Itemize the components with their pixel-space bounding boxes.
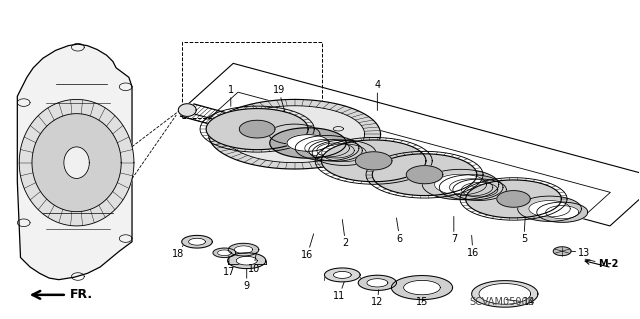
Text: 12: 12 bbox=[371, 290, 383, 308]
Polygon shape bbox=[189, 238, 205, 245]
Polygon shape bbox=[295, 136, 359, 161]
Polygon shape bbox=[270, 128, 346, 158]
Polygon shape bbox=[404, 280, 440, 295]
Text: SCVAM0500B: SCVAM0500B bbox=[469, 297, 534, 308]
Polygon shape bbox=[324, 268, 360, 282]
Polygon shape bbox=[218, 250, 231, 256]
Polygon shape bbox=[479, 284, 531, 304]
Polygon shape bbox=[225, 106, 365, 163]
Polygon shape bbox=[367, 279, 388, 287]
Polygon shape bbox=[439, 175, 503, 200]
Bar bbox=[182, 42, 322, 118]
Text: M-2: M-2 bbox=[585, 259, 618, 270]
Text: 6: 6 bbox=[396, 218, 403, 243]
Polygon shape bbox=[372, 154, 477, 196]
Text: 1: 1 bbox=[228, 85, 234, 106]
Polygon shape bbox=[321, 140, 426, 182]
Polygon shape bbox=[461, 182, 498, 197]
Polygon shape bbox=[213, 248, 236, 257]
Polygon shape bbox=[449, 179, 493, 196]
Polygon shape bbox=[358, 275, 396, 290]
Text: 15: 15 bbox=[416, 297, 428, 308]
Polygon shape bbox=[466, 180, 561, 218]
Polygon shape bbox=[32, 114, 121, 212]
Text: 2: 2 bbox=[342, 219, 349, 248]
Polygon shape bbox=[406, 166, 443, 184]
Polygon shape bbox=[64, 147, 90, 178]
Polygon shape bbox=[472, 281, 538, 307]
Polygon shape bbox=[287, 135, 329, 151]
Text: 13: 13 bbox=[572, 248, 591, 258]
Polygon shape bbox=[19, 100, 134, 226]
Polygon shape bbox=[392, 276, 452, 300]
Polygon shape bbox=[435, 174, 486, 195]
Polygon shape bbox=[546, 206, 579, 219]
Polygon shape bbox=[355, 152, 392, 170]
Polygon shape bbox=[17, 44, 132, 280]
Polygon shape bbox=[453, 179, 506, 200]
Polygon shape bbox=[234, 246, 253, 253]
Polygon shape bbox=[308, 140, 362, 161]
Text: 5: 5 bbox=[521, 217, 527, 244]
Polygon shape bbox=[209, 100, 381, 169]
Polygon shape bbox=[529, 201, 570, 217]
Polygon shape bbox=[497, 191, 531, 207]
Polygon shape bbox=[322, 144, 366, 162]
Text: FR.: FR. bbox=[33, 288, 93, 301]
Polygon shape bbox=[236, 256, 257, 265]
Polygon shape bbox=[312, 140, 376, 166]
Text: 16: 16 bbox=[467, 235, 479, 258]
Polygon shape bbox=[518, 196, 581, 221]
Text: 10: 10 bbox=[248, 253, 260, 274]
Polygon shape bbox=[422, 169, 499, 200]
Polygon shape bbox=[206, 108, 308, 150]
Polygon shape bbox=[228, 253, 266, 269]
Text: 9: 9 bbox=[244, 269, 250, 291]
Polygon shape bbox=[228, 243, 259, 256]
Text: 4: 4 bbox=[374, 80, 380, 110]
Polygon shape bbox=[269, 124, 320, 144]
Text: 19: 19 bbox=[273, 85, 285, 112]
Polygon shape bbox=[305, 139, 349, 157]
Text: 11: 11 bbox=[333, 282, 345, 301]
Polygon shape bbox=[179, 104, 196, 116]
Text: 17: 17 bbox=[223, 256, 235, 277]
Text: 18: 18 bbox=[172, 246, 185, 259]
Polygon shape bbox=[333, 271, 351, 278]
Polygon shape bbox=[553, 247, 571, 256]
Polygon shape bbox=[239, 120, 275, 138]
Text: 16: 16 bbox=[301, 234, 314, 260]
Polygon shape bbox=[182, 235, 212, 248]
Polygon shape bbox=[317, 143, 355, 158]
Text: 14: 14 bbox=[506, 297, 535, 308]
Polygon shape bbox=[537, 202, 588, 222]
Text: 7: 7 bbox=[451, 216, 457, 244]
